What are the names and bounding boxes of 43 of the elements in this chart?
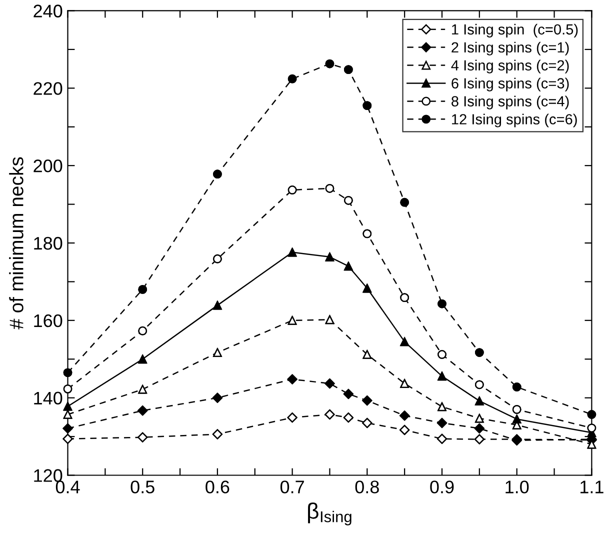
x-tick-label: 0.7 [280,480,304,494]
point [512,414,522,424]
x-tick-label: 0.9 [430,480,454,494]
point [213,300,222,310]
point [474,396,484,406]
y-tick-label: 180 [34,236,62,250]
point [438,402,446,412]
legend-label: 8 Ising spins (c=4) [452,96,569,110]
y-tick-label: 140 [34,392,62,405]
y-tick-label: 240 [34,4,62,18]
point [400,379,410,388]
y-tick-label: 200 [34,160,62,172]
point [138,354,148,364]
point [63,402,72,411]
point [63,410,72,419]
legend-label: 12 Ising spins (c=6) [452,114,577,128]
point [325,315,334,324]
point [362,350,372,359]
legend-label: 6 Ising spins (c=3) [452,78,569,92]
point [400,337,410,346]
y-tick-label: 120 [34,469,62,482]
point [213,348,222,357]
x-tick-label: 0.5 [130,480,154,494]
point [288,248,297,257]
legend-label: 4 Ising spins (c=2) [451,60,569,74]
x-axis-title: β$_{Ising}$ [308,502,352,526]
x-tick-label: 0.8 [355,480,379,494]
point [138,384,148,394]
point [474,414,484,423]
y-tick-label: 220 [34,82,62,95]
y-tick-label: 160 [34,314,62,328]
x-tick-label: 0.4 [56,480,80,494]
legend-label: 2 Ising spins (c=1) [452,42,569,56]
point [344,262,353,271]
x-tick-label: 0.6 [206,480,230,494]
legend-label: 1 Ising spin (c=0.5) [452,24,578,38]
point [362,284,372,293]
point [438,372,446,381]
point [288,316,297,325]
point [325,252,334,262]
x-tick-label: 1.1 [580,480,604,494]
y-axis-title: # of minimum necks [9,157,24,330]
x-tick-label: 1.0 [506,480,529,494]
